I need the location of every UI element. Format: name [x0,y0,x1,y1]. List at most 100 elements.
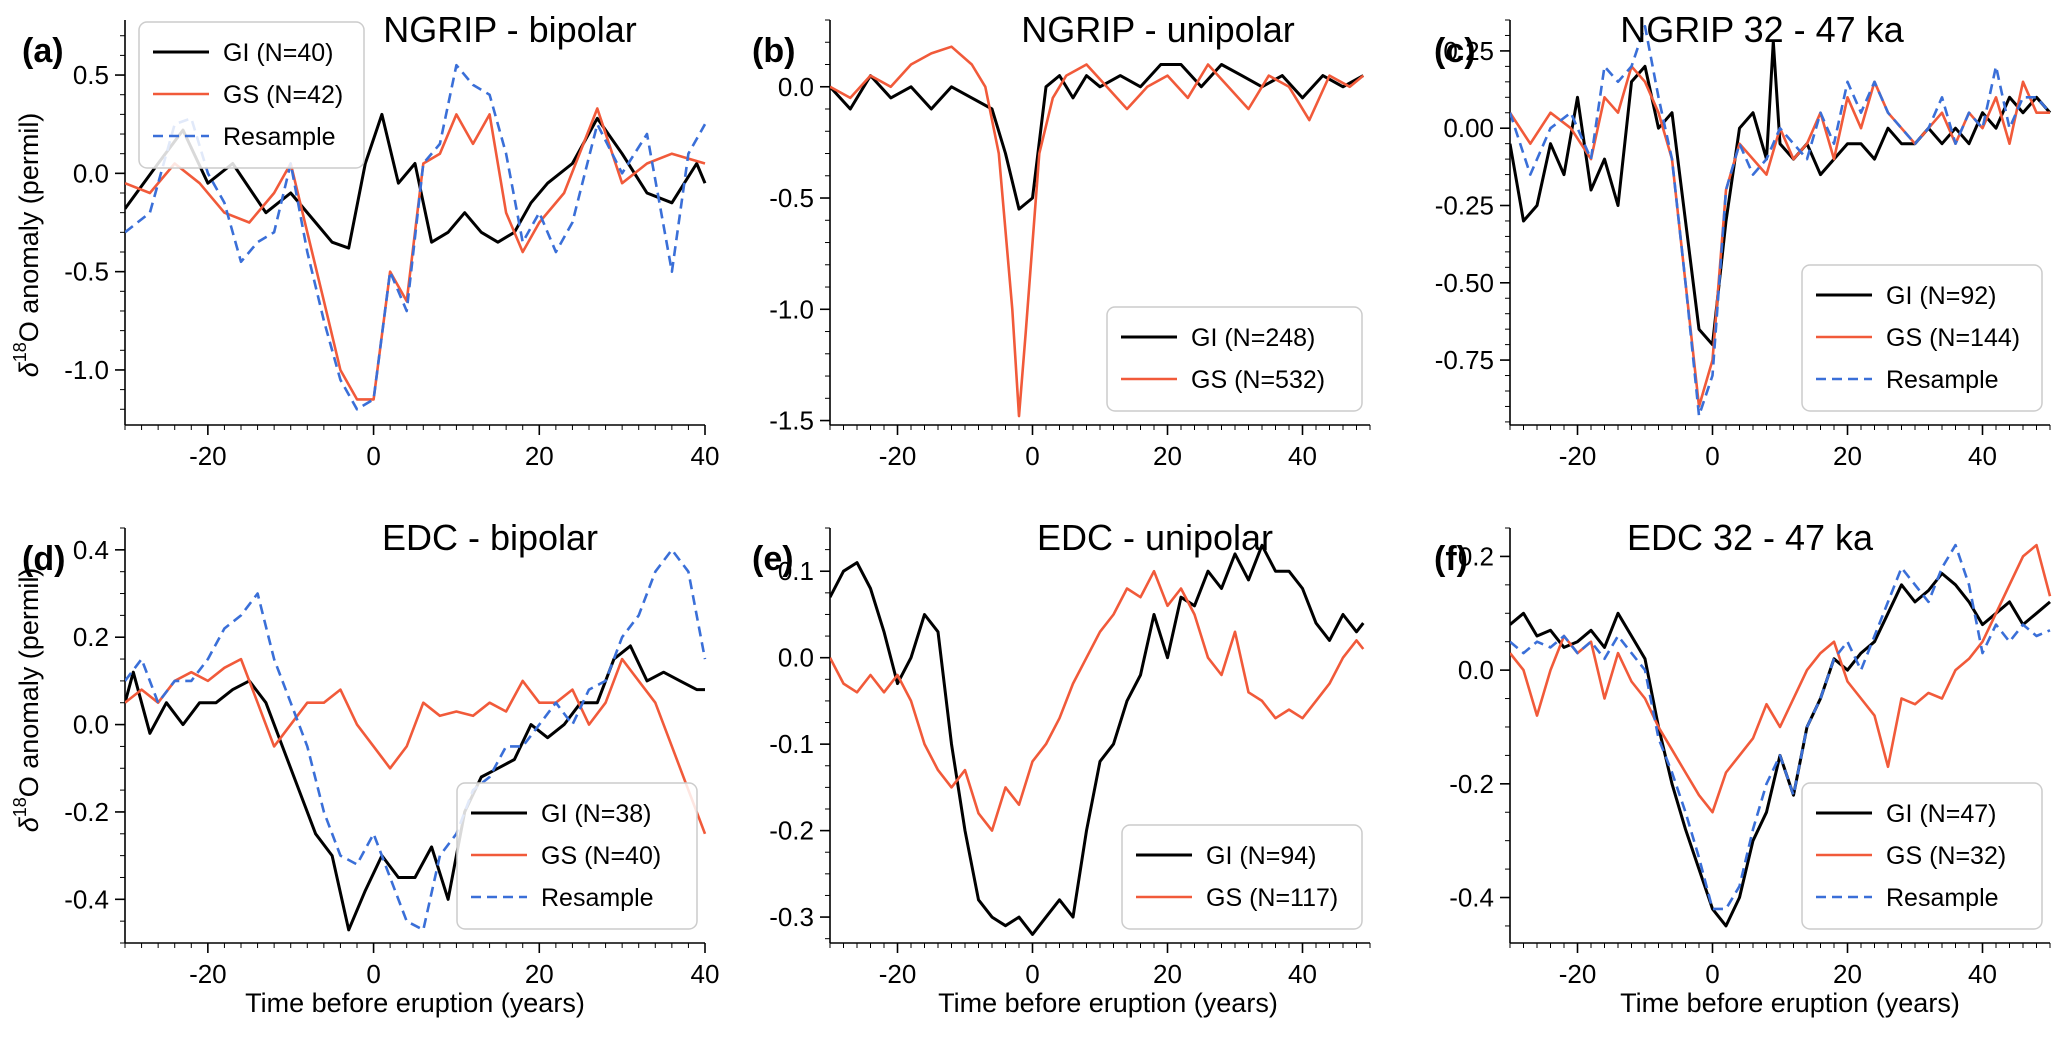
y-tick-label: 0.1 [778,556,814,586]
legend-label-gs: GS (N=42) [223,81,343,109]
legend-box [138,21,365,169]
y-axis-label-top: δ18O anomaly (permil) [10,113,44,378]
legend-d: GI (N=38) GS (N=40) Resample [456,782,698,930]
y-axis-label-top-sup: 18 [10,342,30,362]
y-tick-label: -1.0 [769,294,814,324]
series-line-gs-d [125,657,707,835]
legend-box [1106,306,1363,412]
series-line-gs-e [830,569,1365,832]
legend-label-gi: GI (N=92) [1886,282,1996,310]
y-tick-label: 0.2 [1458,541,1494,571]
panel-title-f: EDC 32 - 47 ka [1627,517,1874,558]
series-line-gi-e [830,543,1365,936]
x-tick-label: 20 [1153,959,1182,989]
legend-label-gi: GI (N=94) [1206,842,1316,870]
y-tick-label: -1.5 [769,406,814,436]
y-tick-label: -0.2 [64,797,109,827]
y-axis-label-bottom: δ18O anomaly (permil) [10,568,44,833]
x-tick-label: 40 [1288,441,1317,471]
legend-a: GI (N=40) GS (N=42) Resample [138,21,365,169]
x-tick-label: 20 [1153,441,1182,471]
series-line-gi-b [830,63,1365,211]
y-tick-label: -0.1 [769,729,814,759]
legend-box [1801,782,2043,930]
series-line-gs-b [830,45,1365,418]
y-tick-label: 0.2 [73,622,109,652]
legend-label-gs: GS (N=532) [1191,366,1325,394]
y-tick-label: -0.2 [1449,769,1494,799]
panel-f: -20 0 20 40 0.2 0.0 -0.2 -0.4 EDC 32 - 47 ka (f) G… [1434,517,2052,989]
panel-title-a: NGRIP - bipolar [383,9,636,50]
legend-label-gs: GS (N=40) [541,842,661,870]
panel-b: -20 0 20 40 0.0 -0.5 -1.0 -1.5 NGRIP - unipolar (… [752,9,1371,471]
x-tick-label: 40 [1968,959,1997,989]
legend-label-gs: GS (N=117) [1206,884,1338,912]
x-tick-label: 0 [1705,959,1719,989]
x-tick-label: -20 [879,959,917,989]
x-tick-label: 0 [1705,441,1719,471]
x-tick-label: -20 [189,441,227,471]
x-tick-label: 40 [1968,441,1997,471]
y-tick-label: 0.4 [73,535,109,565]
x-axis-label-bottom-right: Time before eruption (years) [1620,988,1960,1018]
series-line-gi-c [1510,40,2052,347]
x-tick-label: 0 [366,959,380,989]
y-axis-label-top-text: O anomaly (permil) [14,113,44,343]
y-tick-label: -0.5 [769,183,814,213]
x-tick-label: 0 [366,441,380,471]
y-tick-label: -0.75 [1435,345,1494,375]
x-tick-label: 20 [525,441,554,471]
legend-label-gi: GI (N=40) [223,39,333,67]
x-tick-label: 0 [1025,441,1039,471]
legend-label-gi: GI (N=47) [1886,800,1996,828]
y-axis-label-top-delta: δ [14,361,44,377]
y-tick-label: 0.25 [1443,36,1494,66]
y-tick-label: 0.0 [73,158,109,188]
y-tick-label: -0.4 [1449,883,1494,913]
legend-label-resample: Resample [1886,366,1999,394]
panel-title-d: EDC - bipolar [382,517,598,558]
legend-e: GI (N=94) GS (N=117) [1121,824,1363,930]
x-tick-label: -20 [189,959,227,989]
x-tick-label: 0 [1025,959,1039,989]
panel-letter-f: (f) [1434,540,1468,578]
x-tick-label: 40 [1288,959,1317,989]
panel-a: -20 0 20 40 0.5 0.0 -0.5 -1.0 NGRIP - bipolar (a)… [22,9,719,471]
y-tick-label: -0.25 [1435,190,1494,220]
x-tick-label: -20 [1559,959,1597,989]
x-tick-label: 20 [525,959,554,989]
panel-letter-e: (e) [752,540,794,578]
x-tick-label: 40 [691,441,720,471]
series-line-resample-d [125,548,707,932]
series-line-gs-c [1510,65,2050,408]
y-tick-label: 0.0 [1458,655,1494,685]
panel-title-c: NGRIP 32 - 47 ka [1620,9,1904,50]
y-tick-label: -0.4 [64,884,109,914]
panel-letter-b: (b) [752,32,795,70]
panel-letter-a: (a) [22,32,64,70]
panel-letter-c: (c) [1434,32,1476,70]
legend-label-gs: GS (N=144) [1886,324,2020,352]
legend-c: GI (N=92) GS (N=144) Resample [1801,264,2043,412]
y-tick-label: 0.5 [73,60,109,90]
series-line-resample-a [125,63,707,411]
series-line-gi-d [125,644,705,932]
legend-box [456,782,698,930]
y-tick-label: -0.5 [64,257,109,287]
y-tick-label: -0.3 [769,902,814,932]
legend-f: GI (N=47) GS (N=32) Resample [1801,782,2043,930]
legend-label-resample: Resample [541,884,654,912]
panel-letter-d: (d) [22,540,65,578]
y-axis-label-bottom-sup: 18 [10,797,30,817]
series-line-resample-f [1510,543,2051,911]
y-tick-label: -1.0 [64,355,109,385]
legend-label-gs: GS (N=32) [1886,842,2006,870]
legend-label-resample: Resample [223,123,336,151]
y-tick-label: -0.50 [1435,268,1494,298]
y-tick-label: -0.2 [769,816,814,846]
legend-b: GI (N=248) GS (N=532) [1106,306,1363,412]
x-tick-label: 20 [1833,959,1862,989]
x-axis-label-bottom-middle: Time before eruption (years) [938,988,1278,1018]
legend-label-gi: GI (N=38) [541,800,651,828]
y-tick-label: 0.0 [778,72,814,102]
